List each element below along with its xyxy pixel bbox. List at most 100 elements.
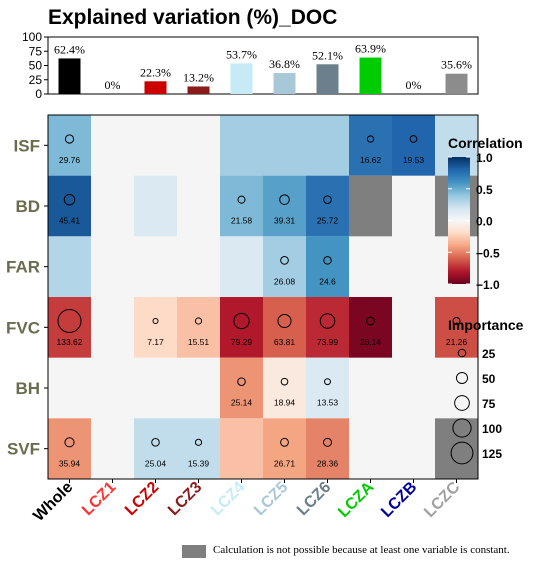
importance-value-label: 39.31 bbox=[274, 216, 296, 226]
heatmap-cell bbox=[48, 418, 91, 479]
heatmap-panel: 29.76 16.62 19.53 ISF 45.41 21.58 39.31 25.72 BD… bbox=[6, 114, 479, 525]
importance-value-label: 26.71 bbox=[274, 458, 296, 468]
importance-value-label: 28.36 bbox=[317, 458, 339, 468]
importance-legend-circle bbox=[455, 371, 469, 385]
heatmap-column-label: LCZB bbox=[378, 479, 420, 521]
importance-value-label: 19.53 bbox=[403, 155, 425, 165]
heatmap-column-label: LCZ3 bbox=[165, 479, 205, 519]
bar-y-tick-label: 25 bbox=[29, 73, 43, 87]
heatmap-cell bbox=[220, 115, 263, 176]
bar-y-tick-label: 75 bbox=[29, 44, 43, 58]
importance-circle bbox=[280, 437, 289, 447]
importance-value-label: 18.94 bbox=[274, 398, 296, 408]
heatmap-cell bbox=[220, 236, 263, 297]
importance-circle bbox=[323, 195, 332, 204]
importance-legend-label: 25 bbox=[482, 347, 496, 361]
importance-circle bbox=[280, 377, 289, 386]
heatmap-row-label: ISF bbox=[14, 136, 40, 155]
importance-value-label: 13.53 bbox=[317, 398, 339, 408]
bar-value-label: 35.6% bbox=[441, 58, 472, 72]
importance-legend-circle bbox=[450, 441, 474, 465]
importance-legend-label: 125 bbox=[482, 447, 502, 461]
importance-value-label: 29.76 bbox=[59, 155, 81, 165]
heatmap-column-label: LCZ5 bbox=[251, 479, 291, 519]
heatmap-cell bbox=[306, 297, 349, 358]
heatmap-cell bbox=[177, 297, 220, 358]
importance-circle bbox=[57, 309, 82, 333]
correlation-colorbar bbox=[448, 157, 470, 284]
bar bbox=[273, 73, 296, 94]
heatmap-cell bbox=[48, 297, 91, 358]
importance-circle bbox=[279, 194, 290, 205]
importance-circle bbox=[409, 135, 418, 143]
importance-circle bbox=[233, 312, 250, 330]
heatmap-cell bbox=[306, 236, 349, 297]
importance-circle bbox=[277, 313, 292, 329]
heatmap-cell bbox=[134, 175, 177, 237]
bar-value-label: 0% bbox=[105, 78, 121, 92]
bar-y-tick-label: 0 bbox=[35, 87, 42, 101]
heatmap-cell bbox=[306, 115, 349, 176]
bar bbox=[445, 73, 468, 94]
importance-legend-circle bbox=[452, 418, 472, 438]
importance-value-label: 26.14 bbox=[360, 337, 382, 347]
bar-value-label: 36.8% bbox=[269, 57, 300, 71]
importance-circle bbox=[324, 378, 331, 386]
heatmap-cell bbox=[263, 418, 306, 479]
heatmap-cell bbox=[306, 357, 349, 419]
heatmap-frame bbox=[47, 114, 479, 480]
bar bbox=[316, 64, 339, 94]
importance-value-label: 25.72 bbox=[317, 216, 339, 226]
bar bbox=[58, 58, 81, 94]
heatmap-cell bbox=[306, 175, 349, 237]
importance-value-label: 15.51 bbox=[188, 337, 210, 347]
heatmap-cell bbox=[263, 357, 306, 419]
bar-value-label: 62.4% bbox=[54, 42, 85, 56]
heatmap-cell bbox=[263, 175, 306, 237]
heatmap-cell bbox=[435, 297, 478, 358]
importance-circle bbox=[280, 255, 289, 265]
importance-legend-label: 50 bbox=[482, 372, 496, 386]
importance-value-label: 79.29 bbox=[231, 337, 253, 347]
bar-y-tick-label: 50 bbox=[29, 59, 43, 73]
heatmap-row-label: SVF bbox=[7, 440, 40, 459]
importance-circle bbox=[452, 316, 461, 326]
footnote: Calculation is not possible because at l… bbox=[213, 544, 510, 556]
importance-value-label: 45.41 bbox=[59, 216, 81, 226]
heatmap-cell bbox=[349, 297, 392, 358]
importance-value-label: 35.94 bbox=[59, 458, 81, 468]
colorbar-tick-label: 0.5 bbox=[476, 183, 493, 197]
colorbar-tick-label: 1.0 bbox=[476, 151, 493, 165]
importance-circle bbox=[237, 195, 246, 204]
heatmap-cell bbox=[48, 236, 91, 297]
heatmap-cell bbox=[349, 115, 392, 176]
heatmap-column-label: LCZ4 bbox=[208, 479, 248, 519]
heatmap-cell bbox=[48, 175, 91, 237]
heatmap-row-label: FAR bbox=[6, 258, 40, 277]
bar bbox=[144, 81, 167, 94]
importance-value-label: 21.58 bbox=[231, 216, 253, 226]
heatmap-cell bbox=[263, 236, 306, 297]
importance-circle bbox=[194, 438, 203, 446]
heatmap-cell bbox=[220, 297, 263, 358]
heatmap-column-label: LCZ2 bbox=[122, 479, 162, 519]
importance-circle bbox=[237, 377, 246, 386]
chart-title: Explained variation (%)_DOC bbox=[48, 6, 338, 29]
importance-value-label: 25.04 bbox=[145, 458, 167, 468]
heatmap-cell bbox=[134, 297, 177, 358]
bar bbox=[359, 57, 382, 94]
colorbar-tick-label: −0.5 bbox=[476, 246, 500, 260]
heatmap-cell bbox=[306, 418, 349, 479]
heatmap-row-label: BH bbox=[15, 379, 40, 398]
heatmap-cell bbox=[220, 175, 263, 237]
importance-value-label: 24.6 bbox=[319, 276, 336, 286]
importance-legend-circle bbox=[457, 348, 467, 358]
heatmap-cell bbox=[177, 418, 220, 479]
importance-value-label: 63.81 bbox=[274, 337, 296, 347]
heatmap-column-label: Whole bbox=[30, 479, 76, 525]
heatmap-column-label: LCZ1 bbox=[79, 479, 119, 519]
heatmap-cell bbox=[220, 418, 263, 479]
importance-circle bbox=[194, 317, 203, 325]
